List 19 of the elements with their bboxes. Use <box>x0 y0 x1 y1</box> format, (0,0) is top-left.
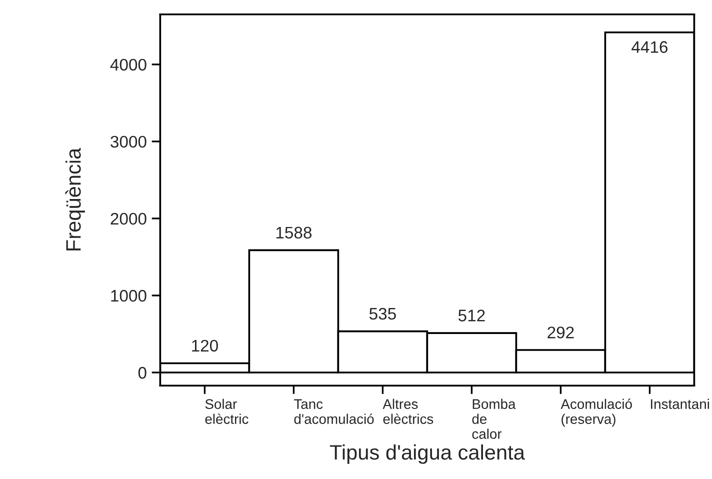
data-label: 120 <box>192 340 218 352</box>
x-tick-label: Acomulació (reserva) <box>560 398 632 427</box>
data-label: 535 <box>369 308 396 320</box>
data-label: 512 <box>458 310 485 322</box>
y-tick-label: 1000 <box>111 290 146 302</box>
x-tick-label: Bomba de calor <box>472 398 516 439</box>
y-tick-label: 0 <box>138 366 146 379</box>
data-label: 4416 <box>632 41 668 53</box>
y-tick-label: 4000 <box>110 58 146 71</box>
y-tick-label: 2000 <box>110 212 146 225</box>
x-tick-label: Altres elèctrics <box>382 398 434 424</box>
x-tick-label: Tanc d'acomulació <box>294 399 374 424</box>
y-tick-label: 3000 <box>110 136 146 148</box>
x-axis-title: Tipus d'aigua calenta <box>330 444 525 464</box>
x-tick-label: Solar elèctric <box>205 398 248 424</box>
y-axis-title: Freqüència <box>65 148 85 250</box>
data-label: 1588 <box>276 226 312 239</box>
x-tick-label: Instantani <box>650 398 709 409</box>
data-label: 292 <box>548 326 574 338</box>
